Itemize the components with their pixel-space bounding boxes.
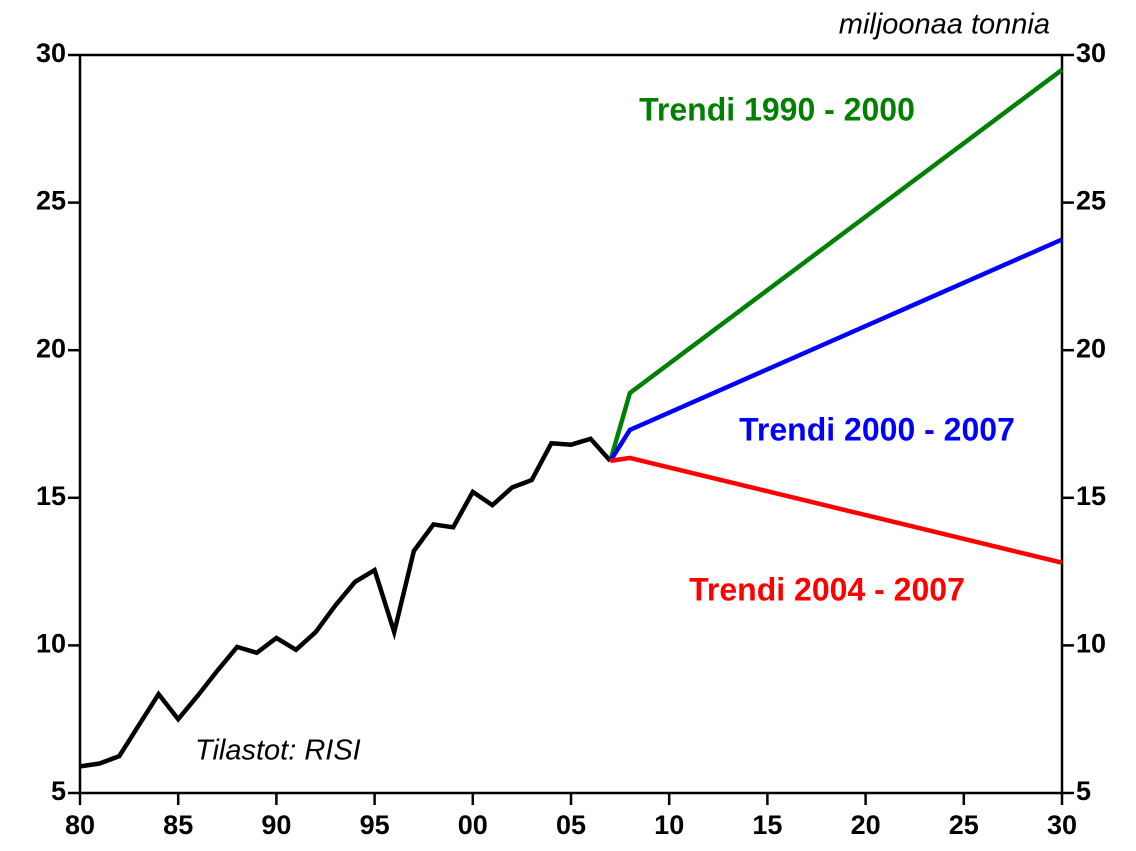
series-line — [608, 67, 1064, 462]
x-tick-label: 30 — [1047, 810, 1077, 840]
y2-tick-label: 10 — [1076, 629, 1106, 659]
y-tick-label: 30 — [36, 38, 66, 68]
x-tick-label: 00 — [458, 810, 488, 840]
x-tick-label: 95 — [360, 810, 390, 840]
series-label: Trendi 2004 - 2007 — [689, 571, 965, 607]
series-line — [79, 436, 612, 769]
y-tick-label: 10 — [36, 629, 66, 659]
y-tick-label: 5 — [51, 776, 66, 806]
y-tick-label: 25 — [36, 186, 66, 216]
y2-tick-label: 25 — [1076, 186, 1106, 216]
series-line — [608, 237, 1063, 463]
series-line — [609, 455, 1063, 565]
y2-tick-label: 20 — [1076, 333, 1106, 363]
x-tick-label: 85 — [163, 810, 193, 840]
x-tick-label: 20 — [851, 810, 881, 840]
y2-tick-label: 5 — [1076, 776, 1091, 806]
x-tick-label: 90 — [261, 810, 291, 840]
y-tick-label: 15 — [36, 481, 66, 511]
source-note: Tilastot: RISI — [195, 735, 361, 767]
series-label: Trendi 2000 - 2007 — [739, 411, 1015, 447]
x-tick-label: 10 — [654, 810, 684, 840]
x-tick-label: 15 — [752, 810, 782, 840]
series-label: Trendi 1990 - 2000 — [639, 91, 915, 127]
y-tick-label: 20 — [36, 333, 66, 363]
x-tick-label: 25 — [949, 810, 979, 840]
x-tick-label: 80 — [65, 810, 95, 840]
y2-tick-label: 15 — [1076, 481, 1106, 511]
y2-tick-label: 30 — [1076, 38, 1106, 68]
y-axis-label: miljoonaa tonnia — [839, 9, 1050, 41]
x-tick-label: 05 — [556, 810, 586, 840]
